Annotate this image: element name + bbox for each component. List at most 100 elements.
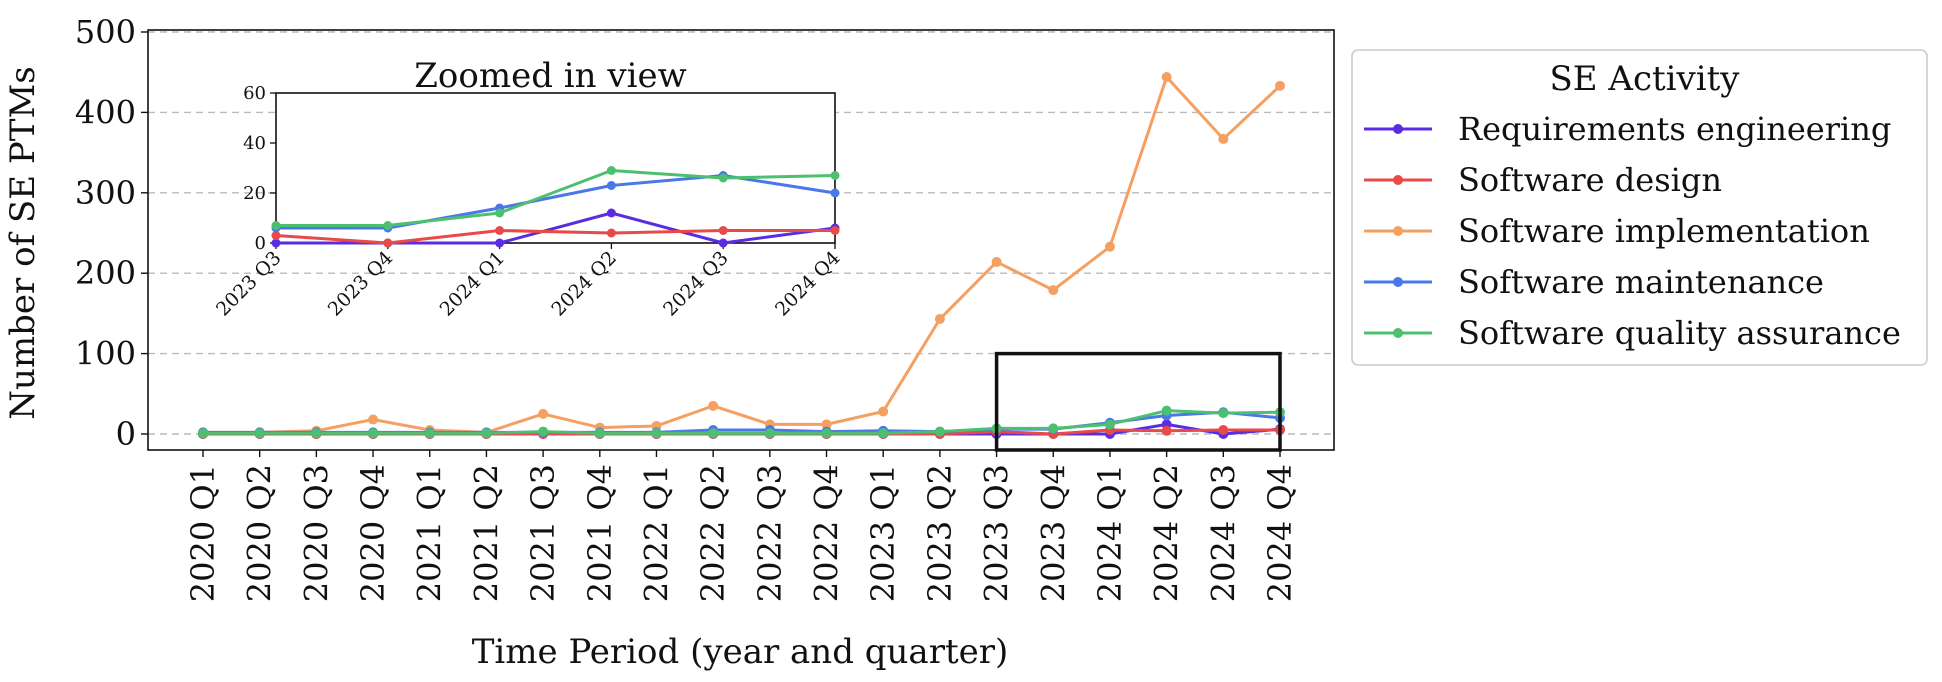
inset-point-software-design-2024-q4 bbox=[830, 226, 840, 235]
inset-y-tick-label-20: 20 bbox=[243, 183, 266, 204]
x-tick-label-2023-q3: 2023 Q3 bbox=[978, 464, 1016, 602]
series-line-software-implementation bbox=[203, 75, 1282, 434]
y-tick-label-100: 100 bbox=[75, 335, 136, 373]
inset-x-tick-label-2023-q3: 2023 Q3 bbox=[212, 247, 286, 321]
x-tick-label-2021-q2: 2021 Q2 bbox=[467, 464, 505, 602]
legend-swatch-marker bbox=[1393, 226, 1403, 236]
zoom-region-rect bbox=[994, 351, 1282, 452]
inset-series-line-software-design bbox=[275, 229, 835, 245]
point-software-quality-assurance-2024-q2 bbox=[1161, 405, 1172, 416]
legend-label-software-maintenance: Software maintenance bbox=[1458, 263, 1824, 301]
point-software-quality-assurance-2022-q2 bbox=[708, 428, 719, 439]
point-software-quality-assurance-2022-q1 bbox=[651, 428, 662, 439]
point-software-implementation-2023-q2 bbox=[934, 314, 945, 325]
legend-item-requirements-engineering: Requirements engineering bbox=[1364, 110, 1891, 148]
y-axis-title: Number of SE PTMs bbox=[3, 66, 43, 419]
legend-label-requirements-engineering: Requirements engineering bbox=[1458, 110, 1891, 148]
inset-point-software-quality-assurance-2024-q3 bbox=[718, 173, 728, 183]
point-software-quality-assurance-2022-q4 bbox=[821, 428, 832, 439]
inset-point-software-design-2024-q2 bbox=[606, 228, 616, 238]
y-tick-label-300: 300 bbox=[75, 174, 136, 212]
point-software-implementation-2022-q4 bbox=[821, 419, 832, 430]
x-tick-label-2022-q1: 2022 Q1 bbox=[637, 464, 675, 602]
inset-point-software-design-2024-q3 bbox=[718, 226, 728, 235]
x-tick-label-2020-q2: 2020 Q2 bbox=[241, 464, 279, 602]
x-tick-label-2023-q4: 2023 Q4 bbox=[1034, 464, 1072, 602]
legend-swatch-marker bbox=[1393, 175, 1403, 185]
y-tick-label-200: 200 bbox=[75, 254, 136, 292]
inset-point-software-design-2024-q1 bbox=[495, 226, 505, 235]
inset-point-requirements-engineering-2024-q2 bbox=[606, 208, 616, 218]
inset-point-requirements-engineering-2024-q3 bbox=[718, 238, 728, 248]
point-software-implementation-2022-q2 bbox=[708, 400, 719, 411]
inset-x-tick-label-2024-q3: 2024 Q3 bbox=[659, 247, 733, 321]
inset-point-software-maintenance-2024-q4 bbox=[830, 188, 840, 198]
legend-title: SE Activity bbox=[1549, 59, 1740, 99]
legend-item-software-quality-assurance: Software quality assurance bbox=[1364, 314, 1901, 352]
inset-x-tick-label-2024-q1: 2024 Q1 bbox=[436, 247, 510, 321]
inset-series-software-design bbox=[271, 226, 840, 248]
x-tick-label-2024-q2: 2024 Q2 bbox=[1148, 464, 1186, 602]
main-series-lines bbox=[198, 72, 1285, 439]
point-software-implementation-2024-q3 bbox=[1218, 133, 1229, 144]
legend-swatch-marker bbox=[1393, 124, 1403, 134]
x-tick-label-2020-q3: 2020 Q3 bbox=[297, 464, 335, 602]
inset-series-software-quality-assurance bbox=[271, 166, 840, 230]
legend: SE Activity Requirements engineering Softw… bbox=[1351, 49, 1928, 366]
legend-item-software-design: Software design bbox=[1364, 161, 1722, 199]
legend-label-software-quality-assurance: Software quality assurance bbox=[1458, 314, 1901, 352]
point-software-implementation-2023-q1 bbox=[878, 406, 889, 417]
point-software-implementation-2024-q1 bbox=[1104, 241, 1115, 252]
point-software-quality-assurance-2021-q3 bbox=[538, 426, 549, 437]
legend-swatch-marker bbox=[1393, 328, 1403, 338]
point-software-implementation-2021-q3 bbox=[538, 408, 549, 419]
inset-point-software-quality-assurance-2023-q4 bbox=[383, 221, 393, 230]
inset-point-requirements-engineering-2024-q1 bbox=[495, 238, 505, 248]
inset-point-requirements-engineering-2023-q3 bbox=[271, 238, 281, 248]
point-software-quality-assurance-2021-q1 bbox=[424, 428, 435, 439]
inset-point-software-maintenance-2024-q2 bbox=[606, 181, 616, 190]
x-tick-label-2021-q3: 2021 Q3 bbox=[524, 464, 562, 602]
inset-y-tick-label-60: 60 bbox=[243, 83, 266, 104]
legend-label-software-implementation: Software implementation bbox=[1458, 212, 1870, 250]
point-software-implementation-2020-q4 bbox=[368, 414, 379, 425]
legend-label-software-design: Software design bbox=[1458, 161, 1722, 199]
legend-item-software-implementation: Software implementation bbox=[1364, 212, 1870, 250]
inset-x-tick-label-2024-q2: 2024 Q2 bbox=[547, 247, 621, 321]
inset-point-software-quality-assurance-2024-q2 bbox=[606, 166, 616, 175]
inset-y-tick-label-0: 0 bbox=[255, 233, 266, 254]
legend-box bbox=[1351, 49, 1928, 366]
inset-point-software-quality-assurance-2024-q1 bbox=[495, 208, 505, 218]
point-software-quality-assurance-2024-q3 bbox=[1218, 408, 1229, 419]
x-tick-label-2023-q2: 2023 Q2 bbox=[921, 464, 959, 602]
inset-point-software-design-2023-q3 bbox=[271, 231, 281, 240]
point-software-implementation-2024-q4 bbox=[1275, 80, 1285, 91]
x-tick-label-2020-q1: 2020 Q1 bbox=[184, 464, 222, 602]
zoom-indicator-box bbox=[994, 351, 1282, 452]
point-software-quality-assurance-2022-q3 bbox=[764, 428, 775, 439]
point-software-quality-assurance-2021-q4 bbox=[594, 428, 605, 439]
x-tick-label-2022-q3: 2022 Q3 bbox=[751, 464, 789, 602]
x-tick-label-2022-q2: 2022 Q2 bbox=[694, 464, 732, 602]
x-tick-label-2024-q1: 2024 Q1 bbox=[1091, 464, 1129, 602]
point-software-quality-assurance-2024-q1 bbox=[1104, 419, 1115, 430]
legend-swatch-marker bbox=[1393, 277, 1403, 287]
inset-x-tick-label-2023-q4: 2023 Q4 bbox=[324, 247, 398, 321]
inset-frame bbox=[275, 92, 836, 244]
inset-y-tick-label-40: 40 bbox=[243, 133, 266, 154]
inset-title: Zoomed in view bbox=[414, 56, 686, 96]
x-tick-label-2024-q3: 2024 Q3 bbox=[1204, 464, 1242, 602]
x-tick-label-2020-q4: 2020 Q4 bbox=[354, 464, 392, 602]
zoomed-inset-chart: Zoomed in view 0 20 40 60 2023 Q3 2023 Q4 2024 … bbox=[212, 56, 845, 321]
point-software-quality-assurance-2020-q2 bbox=[254, 428, 265, 439]
inset-point-software-quality-assurance-2024-q4 bbox=[830, 171, 840, 180]
point-software-implementation-2024-q2 bbox=[1161, 72, 1172, 83]
x-tick-label-2021-q4: 2021 Q4 bbox=[581, 464, 619, 602]
x-tick-label-2021-q1: 2021 Q1 bbox=[411, 464, 449, 602]
point-software-implementation-2023-q3 bbox=[991, 256, 1002, 267]
x-tick-label-2024-q4: 2024 Q4 bbox=[1261, 464, 1299, 602]
point-software-quality-assurance-2020-q4 bbox=[368, 428, 379, 439]
x-axis-title: Time Period (year and quarter) bbox=[472, 632, 1009, 672]
